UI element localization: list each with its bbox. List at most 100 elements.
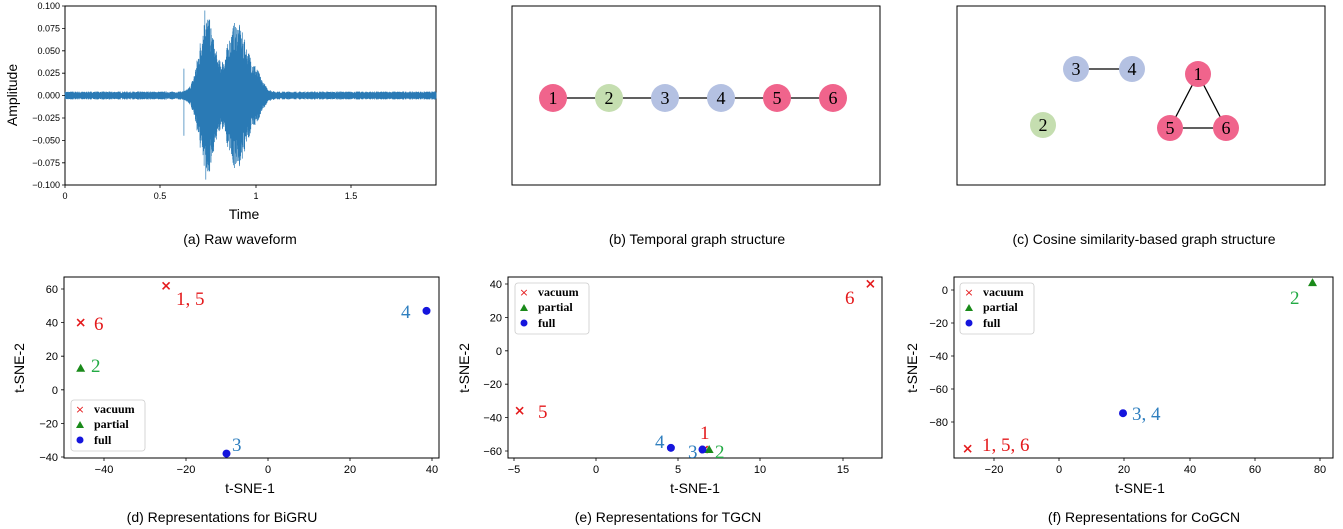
ytick: −0.100 — [32, 180, 60, 190]
legend: × vacuum partial full — [959, 282, 1035, 335]
ylabel: t-SNE-2 — [904, 343, 920, 393]
scatter-point-vacuum — [162, 281, 171, 290]
panel-d-bigru: 60 40 20 0 −20 −40 −40 −20 0 20 40 t-SNE… — [11, 276, 440, 525]
ytick: −60 — [929, 384, 948, 396]
xlabel: t-SNE-1 — [670, 480, 720, 496]
scatter-point-full — [666, 443, 675, 452]
legend-partial: partial — [538, 300, 573, 314]
annotation: 2 — [91, 356, 101, 377]
scatter-point-full — [1119, 409, 1128, 418]
graph-node-1: 1 — [539, 84, 567, 112]
graph-frame — [956, 5, 1326, 186]
node-label: 1 — [1194, 64, 1203, 84]
waveform-xticks: 0 0.5 1 1.5 — [62, 185, 357, 201]
node-label: 4 — [717, 88, 726, 108]
caption-b: (b) Temporal graph structure — [609, 231, 786, 247]
ytick: −40 — [929, 351, 948, 363]
xtick: 80 — [1314, 464, 1326, 476]
scatter-axes-frame — [953, 276, 1334, 459]
annotation: 1, 5, 6 — [982, 435, 1030, 456]
ytick: 0.000 — [37, 91, 60, 101]
node-label: 5 — [773, 88, 782, 108]
annotation: 2 — [1290, 288, 1300, 309]
xtick: 0 — [62, 191, 67, 201]
ytick: −60 — [483, 446, 502, 458]
partial-marker-icon — [965, 304, 973, 311]
graph-node-4: 4 — [707, 84, 735, 112]
panel-c-cosine-graph: 3 4 1 5 6 2 (c) Cosine similarity-based … — [956, 5, 1326, 247]
panel-b-temporal-graph: 1 2 3 4 5 6 (b) Temporal graph structure — [511, 5, 881, 247]
ytick: −20 — [483, 379, 502, 391]
xtick: 0 — [1056, 464, 1062, 476]
xlabel: t-SNE-1 — [1115, 480, 1165, 496]
waveform-trace — [64, 10, 437, 180]
xtick: 10 — [754, 464, 766, 476]
full-marker-icon — [76, 436, 84, 444]
panel-a-waveform: 0.100 0.075 0.050 0.025 0.000 −0.025 −0.… — [4, 1, 437, 247]
scatter-points — [963, 278, 1318, 453]
ytick: 0 — [496, 346, 502, 358]
ytick: −0.050 — [32, 135, 60, 145]
annotation: 3 — [688, 442, 698, 463]
node-label: 4 — [1128, 59, 1137, 79]
caption-f: (f) Representations for CoGCN — [1048, 509, 1240, 525]
panel-f-cogcn: 0 −20 −40 −60 −80 −20 0 20 40 60 80 t-SN… — [904, 276, 1334, 525]
node-label: 1 — [549, 88, 558, 108]
node-label: 6 — [829, 88, 838, 108]
graph-node-5: 5 — [1157, 115, 1183, 141]
vacuum-marker-icon: × — [519, 286, 528, 299]
yticks: 40 20 0 −20 −40 −60 — [483, 279, 508, 458]
scatter-point-partial — [76, 363, 86, 372]
graph-node-2: 2 — [595, 84, 623, 112]
legend-full: full — [983, 316, 1001, 330]
annotation: 1 — [700, 423, 710, 444]
xtick: −40 — [95, 464, 114, 476]
ylabel: t-SNE-2 — [11, 343, 27, 393]
scatter-point-full — [422, 306, 431, 315]
scatter-point-partial — [704, 445, 714, 454]
annotation: 4 — [655, 432, 665, 453]
ytick: −20 — [39, 418, 58, 430]
partial-marker-icon — [520, 304, 528, 311]
ytick: 40 — [46, 318, 58, 330]
graph-node-6: 6 — [819, 84, 847, 112]
waveform-yticks: 0.100 0.075 0.050 0.025 0.000 −0.025 −0.… — [32, 1, 65, 190]
node-label: 3 — [661, 88, 670, 108]
scatter-point-partial — [1308, 278, 1318, 287]
full-marker-icon — [965, 319, 973, 327]
annotations: 1, 5 6 2 4 3 — [91, 289, 411, 456]
xtick: 20 — [344, 464, 356, 476]
ytick: 0 — [52, 385, 58, 397]
vacuum-marker-icon: × — [75, 403, 84, 416]
graph-node-4: 4 — [1119, 56, 1145, 82]
ytick: 0.100 — [37, 1, 60, 11]
xtick: −20 — [177, 464, 196, 476]
full-marker-icon — [520, 319, 528, 327]
node-label: 6 — [1222, 118, 1231, 138]
ytick: −40 — [483, 413, 502, 425]
xlabel: t-SNE-1 — [225, 480, 275, 496]
scatter-points — [515, 279, 875, 454]
annotation: 1, 5 — [176, 289, 205, 310]
annotation: 3, 4 — [1132, 404, 1161, 425]
ytick: 0.050 — [37, 46, 60, 56]
xtick: 0 — [265, 464, 271, 476]
scatter-points — [76, 281, 431, 458]
partial-marker-icon — [76, 421, 84, 428]
annotations: 6 5 1 4 3 2 — [538, 288, 855, 463]
ytick: 20 — [490, 312, 502, 324]
scatter-axes-frame — [63, 276, 440, 459]
scatter-point-full — [222, 449, 231, 458]
caption-a: (a) Raw waveform — [183, 231, 297, 247]
node-label: 3 — [1072, 59, 1081, 79]
ytick: −40 — [39, 452, 58, 464]
annotation: 2 — [715, 442, 725, 463]
legend-vacuum: vacuum — [983, 285, 1024, 299]
caption-c: (c) Cosine similarity-based graph struct… — [1013, 231, 1276, 247]
node-label: 2 — [1039, 115, 1048, 135]
xtick: 40 — [1184, 464, 1196, 476]
annotation: 4 — [401, 302, 411, 323]
xticks: −40 −20 0 20 40 — [95, 458, 438, 476]
legend-full: full — [94, 433, 112, 447]
